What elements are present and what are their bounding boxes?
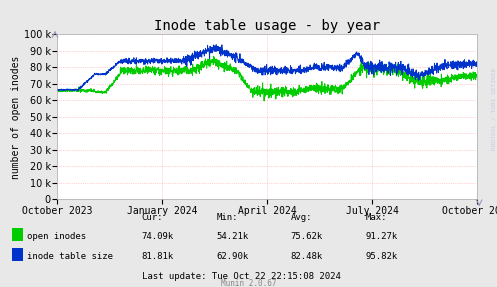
Text: 82.48k: 82.48k	[291, 252, 323, 261]
Text: 75.62k: 75.62k	[291, 232, 323, 241]
Text: inode table size: inode table size	[27, 252, 113, 261]
Text: RRDTOOL / TOBI OETIKER: RRDTOOL / TOBI OETIKER	[491, 68, 496, 150]
Text: Cur:: Cur:	[142, 213, 163, 222]
Text: 74.09k: 74.09k	[142, 232, 174, 241]
Text: 91.27k: 91.27k	[365, 232, 398, 241]
Text: Last update: Tue Oct 22 22:15:08 2024: Last update: Tue Oct 22 22:15:08 2024	[142, 272, 340, 281]
Text: 62.90k: 62.90k	[216, 252, 248, 261]
Text: open inodes: open inodes	[27, 232, 86, 241]
Text: 95.82k: 95.82k	[365, 252, 398, 261]
Text: Munin 2.0.67: Munin 2.0.67	[221, 279, 276, 287]
Text: Avg:: Avg:	[291, 213, 312, 222]
Text: Max:: Max:	[365, 213, 387, 222]
Text: Min:: Min:	[216, 213, 238, 222]
Y-axis label: number of open inodes: number of open inodes	[11, 55, 21, 179]
Text: 81.81k: 81.81k	[142, 252, 174, 261]
Text: 54.21k: 54.21k	[216, 232, 248, 241]
Title: Inode table usage - by year: Inode table usage - by year	[154, 19, 380, 33]
